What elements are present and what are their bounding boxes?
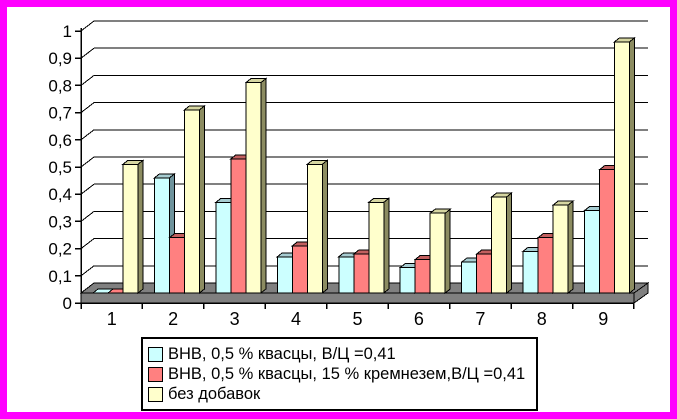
svg-text:0,4: 0,4 — [48, 185, 72, 204]
svg-text:1: 1 — [63, 22, 72, 41]
legend-label-series1: ВНВ, 0,5 % квасцы, В/Ц =0,41 — [168, 344, 396, 363]
svg-text:0,3: 0,3 — [48, 212, 72, 231]
legend-swatch-series2-icon — [148, 366, 163, 382]
svg-text:5: 5 — [352, 309, 362, 329]
legend-label-series3: без добавок — [168, 384, 261, 403]
legend-swatch-series1-icon — [148, 346, 163, 362]
svg-text:8: 8 — [537, 309, 547, 329]
svg-text:1: 1 — [107, 309, 117, 329]
svg-text:7: 7 — [475, 309, 485, 329]
svg-text:3: 3 — [230, 309, 240, 329]
svg-text:9: 9 — [598, 309, 608, 329]
legend-label-series2: ВНВ, 0,5 % квасцы, 15 % кремнезем,В/Ц =0… — [168, 364, 526, 383]
svg-text:4: 4 — [291, 309, 301, 329]
svg-text:0,5: 0,5 — [48, 158, 72, 177]
svg-text:2: 2 — [168, 309, 178, 329]
legend: ВНВ, 0,5 % квасцы, В/Ц =0,41 ВНВ, 0,5 % … — [141, 337, 538, 411]
svg-text:0,7: 0,7 — [48, 104, 72, 123]
svg-text:0,6: 0,6 — [48, 131, 72, 150]
legend-item-series1: ВНВ, 0,5 % квасцы, В/Ц =0,41 — [148, 345, 536, 364]
svg-text:0,1: 0,1 — [48, 267, 72, 286]
svg-text:0,2: 0,2 — [48, 240, 72, 259]
svg-text:0,8: 0,8 — [48, 76, 72, 95]
legend-item-series2: ВНВ, 0,5 % квасцы, 15 % кремнезем,В/Ц =0… — [148, 365, 536, 384]
svg-text:6: 6 — [414, 309, 424, 329]
svg-text:0,9: 0,9 — [48, 49, 72, 68]
svg-text:0: 0 — [63, 294, 72, 313]
legend-item-series3: без добавок — [148, 385, 536, 404]
legend-swatch-series3-icon — [148, 386, 163, 402]
